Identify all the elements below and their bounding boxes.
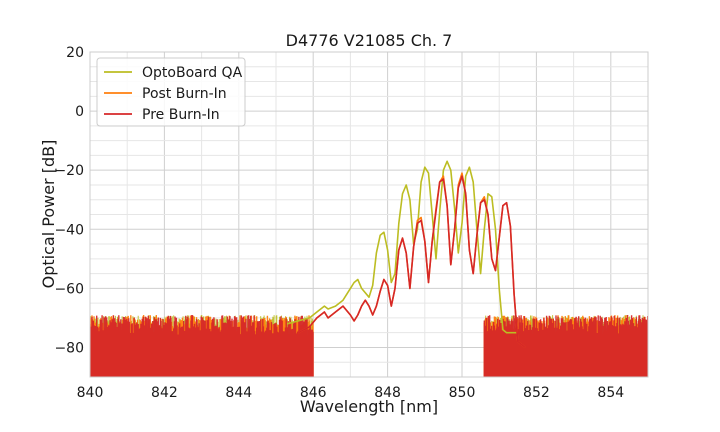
y-tick-label: −40 xyxy=(54,222,84,238)
x-tick-label: 854 xyxy=(597,385,624,401)
series-line-optoboard-qa xyxy=(286,160,518,334)
legend-label: Pre Burn-In xyxy=(142,107,220,123)
chart-title: D4776 V21085 Ch. 7 xyxy=(286,31,453,50)
x-tick-label: 852 xyxy=(523,385,550,401)
plot-frame xyxy=(89,51,649,378)
y-axis-label: Optical Power [dB] xyxy=(39,140,58,289)
legend-label: OptoBoard QA xyxy=(142,65,243,81)
x-tick-label: 848 xyxy=(374,385,401,401)
x-tick-label: 840 xyxy=(77,385,104,401)
noise-floor xyxy=(90,315,648,377)
x-tick-label: 842 xyxy=(151,385,178,401)
x-tick-labels: 840 842 844 846 848 850 852 854 xyxy=(77,385,625,401)
x-tick-label: 844 xyxy=(225,385,252,401)
legend-box xyxy=(96,57,246,127)
y-tick-label: 0 xyxy=(75,104,84,120)
x-tick-label: 850 xyxy=(449,385,476,401)
y-tick-label: −20 xyxy=(54,163,84,179)
y-tick-label: −60 xyxy=(54,281,84,297)
y-tick-label: 20 xyxy=(66,45,84,61)
y-tick-labels: 20 0 −20 −40 −60 −80 xyxy=(54,45,84,356)
y-tick-label: −80 xyxy=(54,340,84,356)
legend-label: Post Burn-In xyxy=(142,86,227,102)
series-line-pre-burn-in xyxy=(297,175,526,349)
legend: OptoBoard QA Post Burn-In Pre Burn-In xyxy=(96,57,246,127)
x-axis-label: Wavelength [nm] xyxy=(300,397,438,416)
x-tick-label: 846 xyxy=(300,385,327,401)
series-lines xyxy=(286,160,526,349)
noise-pre-burn-in xyxy=(90,315,648,377)
